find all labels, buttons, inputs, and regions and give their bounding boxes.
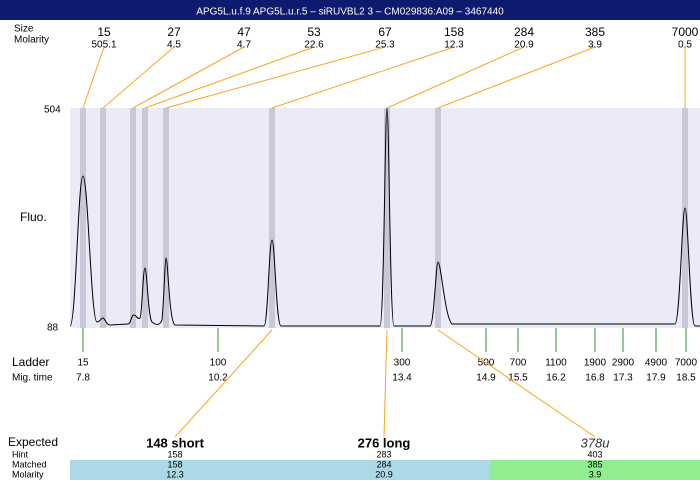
expected-leader [174, 329, 273, 438]
ladder-size: 7000 [675, 358, 698, 369]
ladder-time: 17.9 [646, 373, 666, 384]
expected-leader [437, 329, 596, 438]
peak-size: 7000 [672, 25, 699, 39]
matched-value: 158 [167, 459, 182, 469]
y-axis-label: Fluo. [20, 210, 47, 224]
peak-size: 47 [237, 25, 251, 39]
trace [69, 107, 700, 327]
molarity-label: Molarity [14, 35, 49, 46]
expected-leader [383, 329, 388, 438]
match-bar [70, 460, 490, 480]
peak-molarity: 3.9 [588, 40, 602, 51]
hint-label: Hint [12, 449, 29, 459]
ladder-size: 2900 [612, 358, 635, 369]
peak-molarity: 22.6 [304, 40, 324, 51]
peak-band [384, 108, 390, 328]
peak-size: 385 [585, 25, 605, 39]
peak-molarity: 12.3 [444, 40, 464, 51]
peak-leader [386, 46, 525, 109]
match-bar [490, 460, 700, 480]
peak-band [130, 108, 136, 328]
peak-size: 53 [307, 25, 321, 39]
molarity-value: 12.3 [166, 469, 184, 479]
ladder-time: 7.8 [76, 373, 90, 384]
expected-name: 378u [581, 435, 610, 450]
peak-size: 15 [97, 25, 111, 39]
peak-size: 67 [378, 25, 392, 39]
peak-band [163, 108, 169, 328]
ladder-time: 15.5 [508, 373, 528, 384]
ladder-time: 14.9 [476, 373, 496, 384]
peak-molarity: 4.5 [167, 40, 181, 51]
size-label: Size [14, 24, 34, 35]
hint-value: 403 [587, 449, 602, 459]
molarity-value: 3.9 [589, 469, 602, 479]
ladder-time: 16.8 [585, 373, 605, 384]
ladder-time: 17.3 [613, 373, 633, 384]
peak-leader [82, 46, 105, 109]
matched-value: 284 [376, 459, 391, 469]
peak-band [80, 108, 86, 328]
header-bar [0, 0, 700, 20]
ladder-size: 1900 [584, 358, 607, 369]
ladder-label: Ladder [12, 355, 49, 369]
matched-label: Matched [12, 459, 47, 469]
hint-value: 158 [167, 449, 182, 459]
peak-molarity: 0.5 [678, 40, 692, 51]
peak-molarity: 25.3 [375, 40, 395, 51]
ladder-time: 18.5 [676, 373, 696, 384]
exp-molarity-label: Molarity [12, 469, 44, 479]
ladder-size: 4900 [645, 358, 668, 369]
peak-molarity: 505.1 [91, 40, 116, 51]
hint-value: 283 [376, 449, 391, 459]
peak-leader [144, 46, 315, 109]
peak-band [142, 108, 148, 328]
expected-name: 148 short [146, 435, 204, 450]
peak-band [269, 108, 275, 328]
peak-size: 27 [167, 25, 181, 39]
expected-name: 276 long [358, 435, 411, 450]
y-bottom-label: 88 [47, 323, 59, 334]
ladder-time: 16.2 [546, 373, 566, 384]
ladder-size: 15 [77, 358, 89, 369]
ladder-time: 10.2 [208, 373, 228, 384]
ladder-time: 13.4 [392, 373, 412, 384]
time-label: Mig. time [12, 373, 53, 384]
peak-leader [102, 46, 175, 109]
peak-leader [437, 46, 596, 109]
header-title: APG5L.u.f.9 APG5L.u.r.5 – siRUVBL2 3 – C… [196, 7, 504, 18]
ladder-size: 1100 [545, 358, 567, 369]
peak-band [100, 108, 106, 328]
peak-size: 284 [514, 25, 534, 39]
y-top-label: 504 [44, 105, 61, 116]
peak-band [435, 108, 441, 328]
expected-label: Expected [8, 435, 58, 449]
ladder-size: 100 [210, 358, 227, 369]
matched-value: 385 [587, 459, 602, 469]
peak-leader [132, 46, 245, 109]
ladder-size: 300 [394, 358, 411, 369]
molarity-value: 20.9 [375, 469, 393, 479]
peak-leader [165, 46, 386, 109]
ladder-size: 700 [510, 358, 527, 369]
peak-molarity: 20.9 [514, 40, 534, 51]
peak-leader [271, 46, 455, 109]
peak-molarity: 4.7 [237, 40, 251, 51]
peak-band [682, 108, 688, 328]
peak-size: 158 [444, 25, 464, 39]
